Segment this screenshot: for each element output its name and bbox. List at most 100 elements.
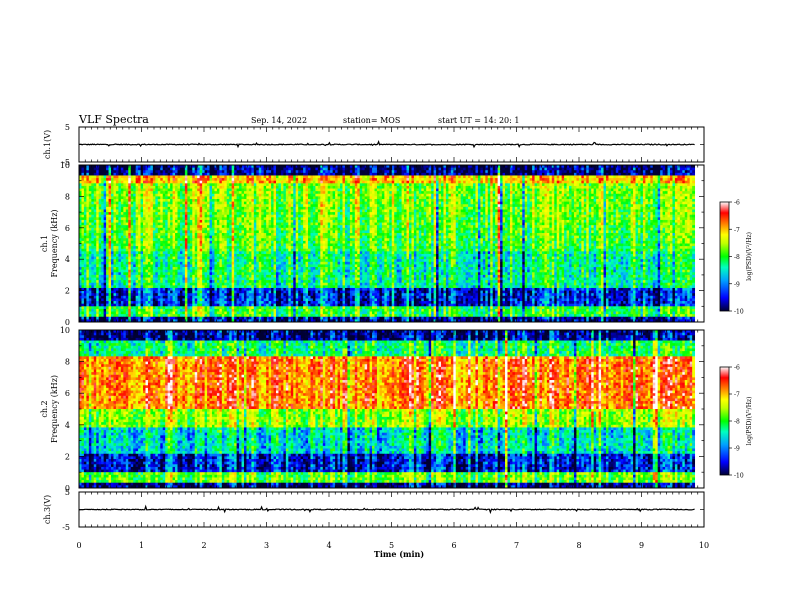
spectrogram-cell bbox=[219, 196, 222, 199]
spectrogram-cell bbox=[165, 194, 168, 197]
spectrogram-cell bbox=[377, 196, 380, 199]
spectrogram-cell bbox=[616, 175, 619, 178]
spectrogram-cell bbox=[608, 196, 611, 199]
spectrogram-cell bbox=[173, 196, 176, 199]
spectrogram-cell bbox=[222, 173, 225, 176]
spectrogram-cell bbox=[340, 173, 343, 176]
spectrogram-cell bbox=[143, 189, 146, 192]
spectrogram-cell bbox=[564, 183, 567, 186]
spectrogram-cell bbox=[535, 168, 538, 171]
spectrogram-cell bbox=[357, 178, 360, 181]
spectrogram-cell bbox=[271, 173, 274, 176]
spectrogram-cell bbox=[274, 173, 277, 176]
spectrogram-cell bbox=[84, 194, 87, 197]
spectrogram-cell bbox=[557, 186, 560, 189]
spectrogram-cell bbox=[274, 175, 277, 178]
spectrogram-cell bbox=[431, 168, 434, 171]
spectrogram-cell bbox=[581, 191, 584, 194]
spectrogram-cell bbox=[96, 199, 99, 202]
spectrogram-cell bbox=[653, 183, 656, 186]
spectrogram-cell bbox=[377, 186, 380, 189]
spectrogram-cell bbox=[178, 181, 181, 184]
spectrogram-cell bbox=[631, 183, 634, 186]
spectrogram-cell bbox=[355, 194, 358, 197]
spectrogram-cell bbox=[439, 178, 442, 181]
spectrogram-cell bbox=[451, 181, 454, 184]
spectrogram-cell bbox=[195, 170, 198, 173]
spectrogram-cell bbox=[453, 181, 456, 184]
spectrogram-cell bbox=[495, 181, 498, 184]
spectrogram-cell bbox=[126, 196, 129, 199]
spectrogram-cell bbox=[409, 178, 412, 181]
spectrogram-cell bbox=[207, 168, 210, 171]
spectrogram-cell bbox=[640, 183, 643, 186]
spectrogram-cell bbox=[414, 181, 417, 184]
spectrogram-cell bbox=[645, 194, 648, 197]
spectrogram-cell bbox=[532, 183, 535, 186]
spectrogram-cell bbox=[145, 189, 148, 192]
spectrogram-cell bbox=[246, 186, 249, 189]
spectrogram-cell bbox=[365, 178, 368, 181]
spectrogram-cell bbox=[621, 168, 624, 171]
spectrogram-cell bbox=[345, 194, 348, 197]
spectrogram-cell bbox=[350, 173, 353, 176]
spectrogram-cell bbox=[599, 183, 602, 186]
spectrogram-cell bbox=[283, 196, 286, 199]
spectrogram-cell bbox=[397, 170, 400, 173]
spectrogram-cell bbox=[170, 191, 173, 194]
spectrogram-cell bbox=[232, 181, 235, 184]
spectrogram-cell bbox=[136, 194, 139, 197]
spectrogram-cell bbox=[638, 173, 641, 176]
spectrogram-cell bbox=[382, 191, 385, 194]
spectrogram-cell bbox=[365, 186, 368, 189]
spectrogram-cell bbox=[424, 189, 427, 192]
spectrogram-cell bbox=[402, 178, 405, 181]
spectrogram-cell bbox=[340, 191, 343, 194]
spectrogram-cell bbox=[205, 196, 208, 199]
spectrogram-cell bbox=[266, 178, 269, 181]
spectrogram-cell bbox=[128, 173, 131, 176]
spectrogram-cell bbox=[256, 181, 259, 184]
spectrogram-cell bbox=[569, 183, 572, 186]
spectrogram-cell bbox=[429, 175, 432, 178]
spectrogram-cell bbox=[91, 183, 94, 186]
spectrogram-cell bbox=[392, 178, 395, 181]
spectrogram-cell bbox=[362, 196, 365, 199]
spectrogram-cell bbox=[554, 173, 557, 176]
spectrogram-cell bbox=[163, 173, 166, 176]
spectrogram-cell bbox=[584, 194, 587, 197]
spectrogram-cell bbox=[116, 181, 119, 184]
spectrogram-cell bbox=[367, 196, 370, 199]
spectrogram-cell bbox=[650, 181, 653, 184]
spectrogram-cell bbox=[515, 173, 518, 176]
spectrogram-cell bbox=[249, 168, 252, 171]
spectrogram-cell bbox=[574, 191, 577, 194]
spectrogram-cell bbox=[192, 186, 195, 189]
spectrogram-cell bbox=[121, 199, 124, 202]
spectrogram-cell bbox=[589, 175, 592, 178]
spectrogram-cell bbox=[224, 168, 227, 171]
spectrogram-cell bbox=[187, 173, 190, 176]
spectrogram-cell bbox=[347, 170, 350, 173]
spectrogram-cell bbox=[475, 175, 478, 178]
spectrogram-cell bbox=[190, 178, 193, 181]
spectrogram-cell bbox=[143, 196, 146, 199]
spectrogram-cell bbox=[648, 178, 651, 181]
spectrogram-cell bbox=[663, 168, 666, 171]
spectrogram-cell bbox=[505, 191, 508, 194]
spectrogram-cell bbox=[210, 168, 213, 171]
spectrogram-cell bbox=[222, 175, 225, 178]
spectrogram-cell bbox=[446, 168, 449, 171]
spectrogram-cell bbox=[298, 186, 301, 189]
spectrogram-cell bbox=[653, 173, 656, 176]
spectrogram-cell bbox=[237, 191, 240, 194]
spectrogram-cell bbox=[559, 189, 562, 192]
spectrogram-cell bbox=[271, 168, 274, 171]
spectrogram-cell bbox=[618, 168, 621, 171]
spectrogram-cell bbox=[278, 183, 281, 186]
spectrogram-cell bbox=[424, 191, 427, 194]
spectrogram-cell bbox=[636, 196, 639, 199]
spectrogram-cell bbox=[313, 181, 316, 184]
spectrogram-cell bbox=[387, 181, 390, 184]
spectrogram-cell bbox=[586, 178, 589, 181]
